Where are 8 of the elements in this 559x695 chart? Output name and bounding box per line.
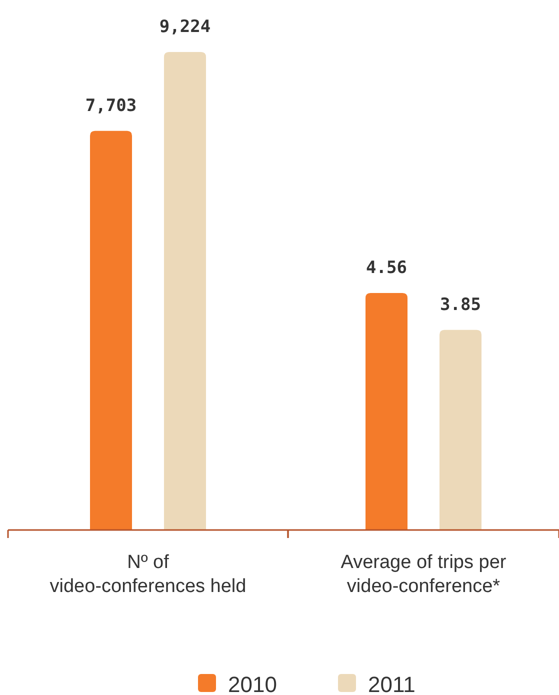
legend-label: 2011 xyxy=(368,672,416,695)
x-tick-label: Nº of video-conferences held xyxy=(50,552,246,597)
data-label: 7,703 xyxy=(85,96,137,116)
data-label: 9,224 xyxy=(159,17,211,37)
legend-label: 2010 xyxy=(228,672,277,695)
data-label: 3.85 xyxy=(440,294,481,315)
x-tick-label: Average of trips per video-conference* xyxy=(340,552,507,597)
data-label: 4.56 xyxy=(366,258,407,278)
